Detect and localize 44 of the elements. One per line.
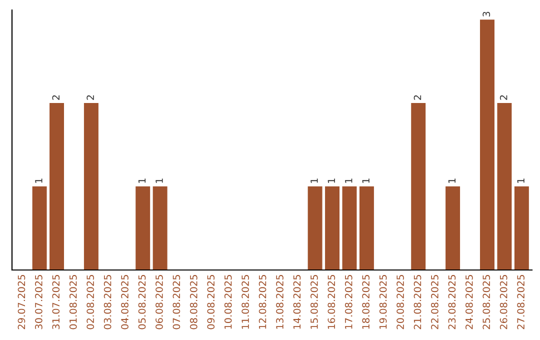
x-tick-label: 07.08.2025	[172, 275, 180, 330]
data-label: 1	[517, 178, 524, 183]
x-tick-label: 08.08.2025	[190, 275, 198, 330]
x-tick-label: 01.08.2025	[69, 275, 77, 330]
x-tick-label: 10.08.2025	[224, 275, 232, 329]
x-tick-label: 18.08.2025	[362, 275, 370, 329]
data-label: 2	[86, 95, 94, 100]
data-label: 2	[52, 95, 60, 100]
data-label: 1	[138, 178, 146, 183]
data-label: 1	[310, 178, 318, 183]
x-tick-label: 17.08.2025	[344, 275, 352, 329]
x-tick-label: 14.08.2025	[293, 275, 301, 329]
data-label: 1	[35, 178, 42, 183]
x-tick-label: 25.08.2025	[482, 275, 490, 330]
data-label: 2	[414, 95, 422, 100]
data-label: 2	[500, 95, 508, 100]
data-label: 1	[362, 178, 370, 183]
x-tick-label: 24.08.2025	[465, 275, 473, 330]
x-tick-label: 30.07.2025	[35, 275, 42, 330]
data-label: 1	[156, 178, 163, 183]
x-tick-label: 02.08.2025	[86, 275, 94, 330]
x-tick-label: 21.08.2025	[414, 275, 422, 330]
data-label: 1	[448, 178, 456, 183]
x-tick-label: 12.08.2025	[258, 275, 266, 329]
x-tick-label: 22.08.2025	[431, 275, 438, 330]
x-tick-label: 11.08.2025	[242, 275, 249, 329]
x-tick-label: 13.08.2025	[276, 275, 284, 329]
x-tick-label: 04.08.2025	[121, 275, 128, 330]
x-tick-label: 31.07.2025	[52, 275, 60, 330]
data-label: 1	[345, 178, 352, 183]
x-tick-label: 05.08.2025	[138, 275, 146, 330]
x-tick-label: 19.08.2025	[379, 275, 387, 329]
x-tick-label: 23.08.2025	[448, 275, 456, 330]
data-label: 1	[328, 178, 335, 183]
x-tick-label: 29.07.2025	[18, 275, 26, 330]
x-tick-label: 03.08.2025	[104, 275, 112, 330]
x-tick-label: 15.08.2025	[310, 275, 318, 329]
data-label: 3	[482, 12, 490, 16]
x-tick-label: 26.08.2025	[500, 275, 508, 330]
x-tick-label: 16.08.2025	[328, 275, 336, 329]
x-tick-label: 09.08.2025	[207, 275, 215, 330]
x-tick-label: 27.08.2025	[517, 275, 524, 330]
x-tick-label: 20.08.2025	[396, 275, 404, 330]
x-tick-label: 06.08.2025	[156, 275, 163, 330]
